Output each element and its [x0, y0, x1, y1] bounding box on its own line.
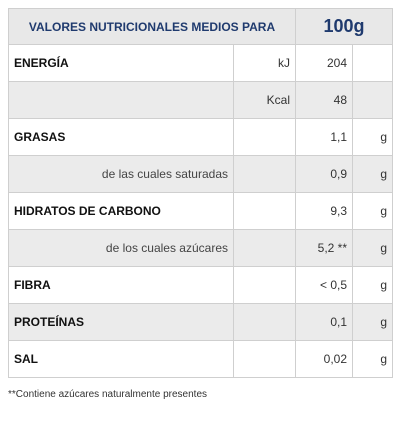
row: FIBRA < 0,5 g: [8, 266, 394, 304]
row: PROTEÍNAS 0,1 g: [8, 303, 394, 341]
row: SAL 0,02 g: [8, 340, 394, 378]
cell: [352, 44, 394, 82]
row: de las cuales saturadas 0,9 g: [8, 155, 394, 193]
row-suffix: g: [352, 340, 394, 378]
row-value: 5,2 **: [295, 229, 354, 267]
row-value: 0,1: [295, 303, 354, 341]
header-title: VALORES NUTRICIONALES MEDIOS PARA: [7, 8, 297, 45]
nutrition-table: VALORES NUTRICIONALES MEDIOS PARA 100g E…: [7, 8, 394, 378]
row-suffix: g: [352, 155, 394, 193]
row-value: 0,9: [295, 155, 354, 193]
row-suffix: g: [352, 303, 394, 341]
cell: [232, 229, 297, 267]
row-value: 204: [295, 44, 354, 82]
row-label: FIBRA: [8, 266, 234, 304]
cell: [232, 340, 297, 378]
row-suffix: g: [352, 229, 394, 267]
row-unit: kJ: [232, 44, 297, 82]
row: Kcal 48: [8, 81, 394, 119]
row: HIDRATOS DE CARBONO 9,3 g: [8, 192, 394, 230]
row-label: GRASAS: [8, 118, 234, 156]
row-label: ENERGÍA: [8, 44, 234, 82]
header-amount: 100g: [295, 8, 394, 45]
cell: [8, 81, 234, 119]
header-row: VALORES NUTRICIONALES MEDIOS PARA 100g: [7, 8, 394, 45]
row-unit: Kcal: [232, 81, 297, 119]
row-label: de las cuales saturadas: [8, 155, 234, 193]
cell: [232, 118, 297, 156]
row-value: 1,1: [295, 118, 354, 156]
cell: [232, 266, 297, 304]
cell: [232, 192, 297, 230]
footnote: **Contiene azúcares naturalmente present…: [8, 389, 208, 400]
row-value: 48: [295, 81, 354, 119]
cell: [352, 81, 394, 119]
row-suffix: g: [352, 118, 394, 156]
cell: [232, 303, 297, 341]
row-value: < 0,5: [295, 266, 354, 304]
row: GRASAS 1,1 g: [8, 118, 394, 156]
row-suffix: g: [352, 266, 394, 304]
row-label: HIDRATOS DE CARBONO: [8, 192, 234, 230]
row-value: 0,02: [295, 340, 354, 378]
row-value: 9,3: [295, 192, 354, 230]
row: ENERGÍA kJ 204: [8, 44, 394, 82]
row-label: PROTEÍNAS: [8, 303, 234, 341]
row-suffix: g: [352, 192, 394, 230]
cell: [232, 155, 297, 193]
row-label: de los cuales azúcares: [8, 229, 234, 267]
row: de los cuales azúcares 5,2 ** g: [8, 229, 394, 267]
row-label: SAL: [8, 340, 234, 378]
